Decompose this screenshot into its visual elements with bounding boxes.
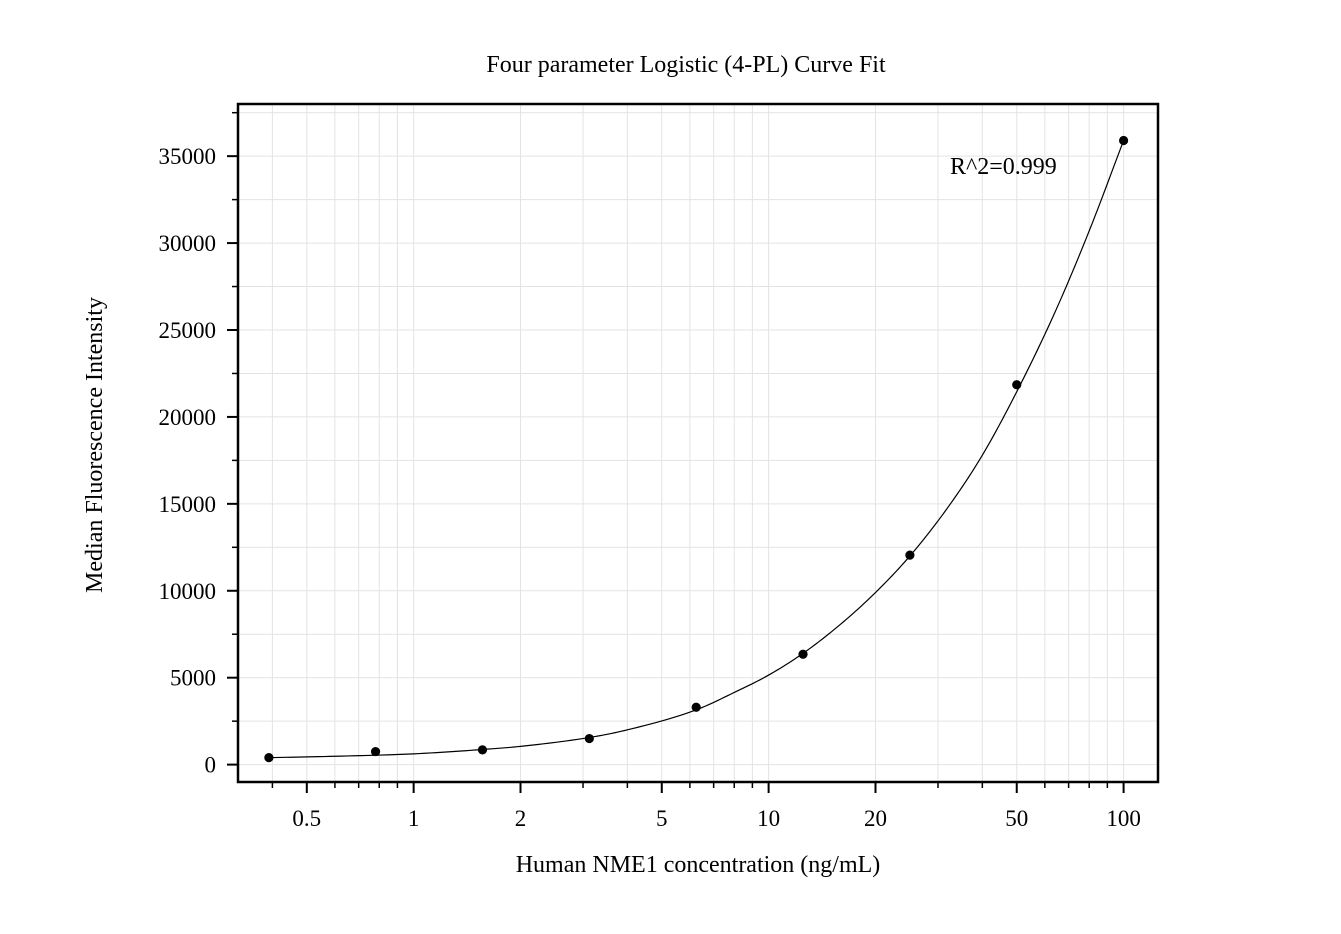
grid-lines [238, 104, 1158, 782]
axis-ticks: 0.5 1 2 5 10 20 50 100 0 5000 10000 15000 20000 25000… [159, 111, 1141, 831]
x-tick-label: 2 [515, 806, 527, 831]
x-tick-label: 50 [1005, 806, 1028, 831]
fit-curve [268, 140, 1125, 759]
y-tick-label: 15000 [159, 492, 217, 517]
y-tick-label: 25000 [159, 318, 217, 343]
fit-curve-group [268, 140, 1125, 759]
chart-title: Four parameter Logistic (4-PL) Curve Fit [486, 52, 886, 78]
plot-frame [236, 102, 1160, 784]
y-tick-label: 35000 [159, 144, 217, 169]
r-squared-annotation: R^2=0.999 [950, 154, 1057, 180]
y-tick-label: 0 [205, 753, 217, 778]
data-point [798, 649, 808, 659]
data-point [1118, 135, 1129, 146]
x-axis-label: Human NME1 concentration (ng/mL) [516, 852, 881, 878]
x-tick-label: 5 [656, 806, 668, 831]
y-tick-label: 10000 [159, 579, 217, 604]
data-point [370, 746, 381, 757]
x-tick-label: 0.5 [292, 806, 321, 831]
data-points [264, 135, 1129, 763]
y-tick-label: 30000 [159, 231, 217, 256]
y-axis-label: Median Fluorescence Intensity [82, 297, 108, 593]
data-point [905, 550, 915, 560]
data-point [584, 733, 594, 744]
x-tick-label: 20 [864, 806, 887, 831]
data-point [477, 745, 488, 755]
x-tick-label: 10 [757, 806, 780, 831]
data-point [264, 753, 274, 763]
y-tick-label: 20000 [159, 405, 217, 430]
x-tick-label: 1 [408, 806, 420, 831]
plot-border [236, 102, 1160, 784]
data-point [691, 702, 701, 712]
data-point [1012, 380, 1022, 390]
x-tick-label: 100 [1106, 806, 1141, 831]
y-tick-label: 5000 [170, 666, 216, 691]
